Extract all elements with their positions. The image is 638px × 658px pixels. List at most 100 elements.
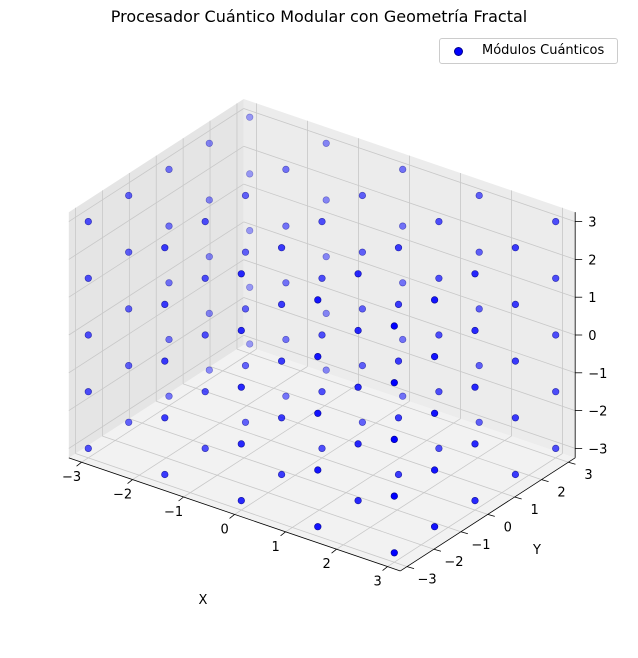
data-point (394, 414, 403, 422)
data-point (125, 362, 133, 370)
data-point (84, 274, 92, 282)
data-point (552, 274, 560, 282)
data-point (435, 388, 443, 396)
data-point (354, 270, 362, 278)
grid-line (68, 221, 244, 336)
z-tick-label: 0 (588, 329, 596, 344)
grid-line (68, 145, 244, 260)
x-tick-label: 0 (220, 522, 228, 537)
y-tick (433, 548, 442, 552)
data-point (399, 222, 407, 230)
x-tick-label: 2 (322, 557, 330, 572)
grid-line (68, 108, 244, 222)
data-point (201, 388, 209, 396)
data-point (475, 418, 483, 426)
y-tick-label: −1 (471, 538, 490, 553)
data-point (394, 470, 403, 479)
x-tick (331, 548, 337, 554)
y-tick (568, 461, 576, 465)
grid-line (243, 183, 576, 298)
y-tick-label: 2 (557, 486, 565, 501)
data-point (237, 497, 245, 505)
data-point (282, 222, 290, 230)
x-tick-label: 3 (373, 575, 381, 590)
data-point (471, 270, 479, 278)
data-point (161, 414, 169, 422)
data-points (84, 113, 560, 557)
data-point (399, 279, 407, 287)
data-point (552, 331, 560, 339)
data-point (165, 165, 173, 173)
data-point (201, 331, 209, 339)
data-point (282, 165, 290, 173)
data-point (394, 300, 403, 309)
y-tick-label: −3 (418, 573, 437, 588)
data-point (161, 300, 169, 309)
x-tick (76, 461, 82, 467)
data-point (318, 274, 326, 282)
data-point (246, 170, 254, 178)
data-point (358, 362, 367, 370)
x-tick (382, 566, 388, 571)
data-point (282, 335, 290, 344)
legend: Módulos Cuánticos (439, 38, 618, 64)
data-point (475, 248, 483, 256)
data-point (552, 388, 560, 396)
data-point (475, 305, 483, 313)
legend-marker-icon (454, 47, 463, 56)
y-tick (487, 514, 495, 517)
grid-line (336, 435, 512, 550)
data-point (165, 392, 173, 400)
data-point (511, 414, 520, 422)
data-point (161, 357, 169, 365)
data-point (399, 165, 407, 173)
tick-labels: −3 −3 −3 −2 −2 −2 −1 −1 −1 0 0 0 1 1 1 2 2 2 3 3 3 (62, 216, 607, 590)
data-point (511, 300, 520, 309)
data-point (322, 196, 330, 204)
data-point (237, 326, 245, 335)
data-point (246, 340, 254, 348)
data-point (125, 305, 133, 313)
data-point (322, 139, 330, 147)
data-point (354, 383, 362, 391)
y-axis-label: Y (532, 543, 541, 558)
legend-label: Módulos Cuánticos (482, 43, 605, 58)
data-point (318, 388, 326, 396)
data-point (282, 392, 290, 400)
data-point (84, 388, 92, 396)
z-tick-label: −1 (588, 367, 607, 382)
data-point (205, 309, 213, 318)
z-tick-label: 2 (588, 253, 596, 268)
data-point (435, 274, 443, 282)
grid-line (243, 221, 576, 336)
data-point (471, 383, 479, 391)
data-point (431, 523, 439, 531)
z-tick-label: 1 (588, 291, 596, 306)
grid-line (156, 400, 488, 515)
data-point (241, 305, 250, 313)
data-point (165, 335, 173, 344)
x-tick-label: −2 (113, 488, 132, 503)
data-point (390, 435, 398, 444)
data-point (278, 414, 286, 422)
y-tick (514, 496, 522, 500)
grid-line (183, 383, 515, 498)
data-point (246, 113, 254, 121)
data-point (471, 440, 479, 448)
data-point (318, 331, 326, 339)
data-point (552, 444, 560, 453)
data-point (431, 409, 439, 417)
data-point (314, 409, 322, 417)
data-point (282, 279, 290, 287)
data-point (161, 470, 169, 479)
y-tick-label: 3 (584, 468, 592, 483)
data-point (201, 218, 209, 226)
data-point (237, 440, 245, 448)
y-tick (406, 566, 415, 569)
data-point (314, 296, 322, 304)
y-tick-label: −2 (444, 555, 463, 570)
data-point (431, 353, 439, 361)
data-point (278, 357, 286, 365)
y-tick (460, 531, 468, 535)
